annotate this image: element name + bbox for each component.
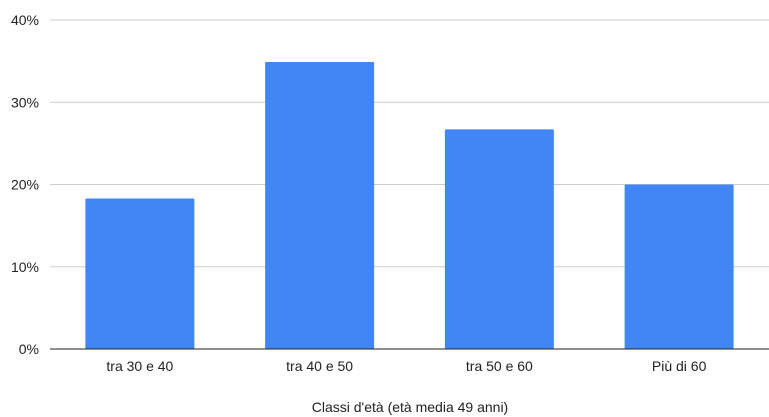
y-tick-label: 10% [11, 259, 39, 275]
y-tick-label: 0% [19, 341, 39, 357]
bar [624, 184, 734, 349]
y-tick-label: 20% [11, 177, 39, 193]
y-tick-label: 40% [11, 12, 39, 28]
x-axis-title: Classi d'età (età media 49 anni) [312, 399, 508, 415]
bar [444, 129, 554, 349]
y-axis-ticks: 0% 10% 20% 30% 40% [11, 12, 39, 357]
x-tick-label: Più di 60 [652, 358, 707, 374]
bars [85, 61, 734, 349]
y-tick-label: 30% [11, 94, 39, 110]
x-tick-label: tra 30 e 40 [106, 358, 173, 374]
bar [265, 61, 375, 349]
x-tick-label: tra 40 e 50 [286, 358, 353, 374]
x-axis-ticks: tra 30 e 40 tra 40 e 50 tra 50 e 60 Più di … [106, 358, 706, 374]
x-tick-label: tra 50 e 60 [466, 358, 533, 374]
bar [85, 198, 195, 349]
